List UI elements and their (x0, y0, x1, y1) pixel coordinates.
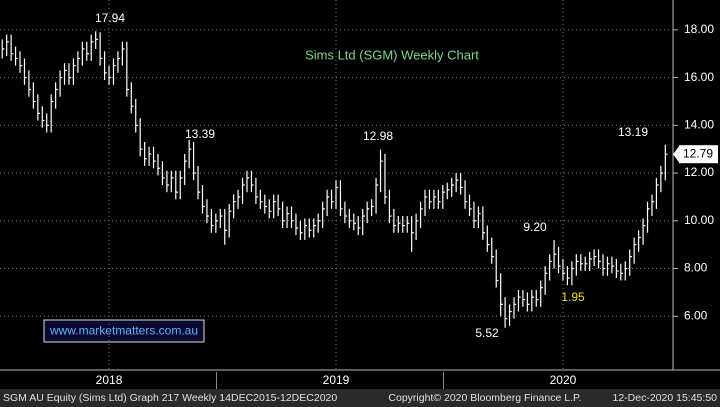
footer-right: 12-Dec-2020 15:45:50 (613, 392, 718, 404)
y-tick-label: 18.00 (684, 22, 714, 36)
annotation: 13.19 (618, 125, 648, 139)
x-tick-label: 2018 (96, 373, 123, 387)
x-tick-label: 2020 (550, 373, 577, 387)
annotation: 12.98 (363, 129, 393, 143)
y-tick-label: 14.00 (684, 117, 714, 131)
y-tick-label: 12.00 (684, 165, 714, 179)
y-tick-label: 6.00 (684, 308, 708, 322)
footer-center: Copyright© 2020 Bloomberg Finance L.P. (388, 392, 581, 404)
footer-left: SGM AU Equity (Sims Ltd) Graph 217 Weekl… (3, 392, 337, 404)
last-price-label: 12.79 (683, 146, 713, 160)
y-tick-label: 8.00 (684, 261, 708, 275)
y-tick-label: 16.00 (684, 70, 714, 84)
y-tick-label: 10.00 (684, 213, 714, 227)
annotation: 9.20 (523, 220, 547, 234)
last-price-box (679, 145, 718, 164)
last-price-pointer (673, 146, 679, 163)
annotation: 1.95 (561, 290, 585, 304)
annotation: 5.52 (475, 326, 499, 340)
website: www.marketmatters.com.au (49, 324, 198, 338)
x-tick-label: 2019 (323, 373, 350, 387)
plot-area: 6.00 8.00 10.00 12.00 14.00 16.00 18.00 2018 201… (0, 0, 718, 389)
annotation: 13.39 (185, 127, 215, 141)
chart-title: Sims Ltd (SGM) Weekly Chart (305, 47, 479, 62)
annotation: 17.94 (95, 11, 125, 25)
website-box (43, 319, 205, 343)
footer-bar (0, 389, 720, 407)
